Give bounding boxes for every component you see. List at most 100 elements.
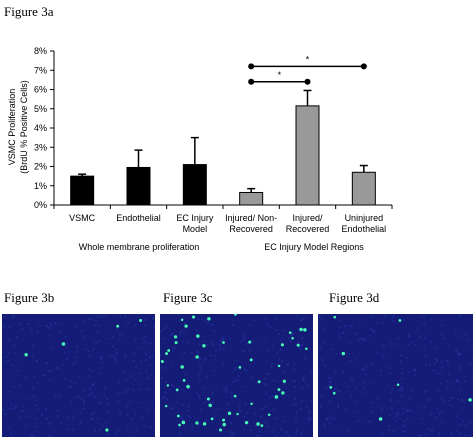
texture-speck bbox=[171, 332, 174, 335]
texture-speck bbox=[404, 430, 407, 433]
texture-speck bbox=[292, 333, 295, 336]
texture-speck bbox=[300, 344, 303, 347]
brdu-nucleus bbox=[468, 398, 472, 402]
texture-speck bbox=[400, 389, 403, 392]
texture-speck bbox=[232, 431, 235, 434]
category-label: Endothelial bbox=[116, 213, 161, 223]
brdu-nucleus bbox=[192, 315, 196, 319]
texture-speck bbox=[117, 381, 120, 384]
texture-speck bbox=[115, 348, 118, 351]
texture-speck bbox=[381, 321, 384, 324]
texture-speck bbox=[418, 434, 421, 437]
texture-speck bbox=[121, 392, 124, 395]
texture-speck bbox=[403, 425, 406, 428]
texture-speck bbox=[7, 352, 10, 355]
texture-speck bbox=[328, 377, 331, 380]
texture-speck bbox=[389, 372, 392, 375]
texture-speck bbox=[105, 422, 108, 425]
brdu-nucleus bbox=[186, 384, 190, 389]
texture-speck bbox=[187, 409, 190, 412]
texture-speck bbox=[10, 404, 13, 407]
texture-speck bbox=[45, 324, 48, 327]
texture-speck bbox=[243, 338, 246, 341]
texture-speck bbox=[469, 434, 472, 437]
texture-speck bbox=[125, 390, 128, 393]
texture-speck bbox=[422, 315, 425, 318]
texture-speck bbox=[190, 352, 193, 355]
texture-speck bbox=[28, 416, 31, 419]
texture-speck bbox=[302, 376, 305, 379]
y-tick-label: 1% bbox=[34, 181, 47, 191]
micrograph-3b bbox=[2, 314, 155, 437]
texture-speck bbox=[350, 377, 353, 380]
texture-speck bbox=[36, 330, 39, 333]
texture-speck bbox=[386, 383, 389, 386]
texture-speck bbox=[413, 369, 416, 372]
texture-speck bbox=[229, 421, 232, 424]
texture-speck bbox=[464, 434, 467, 437]
texture-speck bbox=[413, 369, 416, 372]
brdu-nucleus bbox=[180, 365, 184, 369]
texture-speck bbox=[206, 344, 209, 347]
texture-speck bbox=[124, 387, 127, 390]
texture-speck bbox=[436, 359, 439, 362]
texture-speck bbox=[88, 350, 91, 353]
texture-speck bbox=[335, 353, 338, 356]
texture-speck bbox=[4, 413, 7, 416]
texture-speck bbox=[128, 388, 131, 391]
texture-speck bbox=[142, 337, 145, 340]
texture-speck bbox=[455, 378, 458, 381]
texture-speck bbox=[117, 391, 120, 394]
texture-speck bbox=[34, 426, 37, 429]
texture-speck bbox=[57, 367, 60, 370]
texture-speck bbox=[150, 342, 153, 345]
texture-speck bbox=[225, 387, 228, 390]
texture-speck bbox=[164, 391, 167, 394]
texture-speck bbox=[233, 368, 236, 371]
texture-speck bbox=[35, 360, 38, 363]
texture-speck bbox=[232, 323, 235, 326]
texture-speck bbox=[454, 332, 457, 335]
texture-speck bbox=[379, 369, 382, 372]
texture-speck bbox=[75, 350, 78, 353]
texture-speck bbox=[239, 410, 242, 413]
texture-speck bbox=[181, 417, 184, 420]
texture-speck bbox=[339, 337, 342, 340]
texture-speck bbox=[327, 384, 330, 387]
texture-speck bbox=[339, 319, 342, 322]
texture-speck bbox=[301, 317, 304, 320]
texture-speck bbox=[184, 373, 187, 376]
y-tick-label: 0% bbox=[34, 200, 47, 210]
texture-speck bbox=[458, 365, 461, 368]
texture-speck bbox=[82, 336, 85, 339]
texture-speck bbox=[31, 435, 34, 437]
texture-speck bbox=[201, 318, 204, 321]
texture-speck bbox=[443, 400, 446, 403]
texture-speck bbox=[462, 400, 465, 403]
texture-speck bbox=[60, 323, 63, 326]
texture-speck bbox=[434, 416, 437, 419]
texture-speck bbox=[13, 385, 16, 388]
texture-speck bbox=[441, 332, 444, 335]
texture-speck bbox=[48, 434, 51, 437]
texture-speck bbox=[148, 342, 151, 345]
texture-speck bbox=[154, 432, 155, 435]
texture-speck bbox=[365, 365, 368, 368]
texture-speck bbox=[265, 317, 268, 320]
brdu-nucleus bbox=[166, 384, 170, 387]
texture-speck bbox=[236, 379, 239, 382]
texture-speck bbox=[187, 402, 190, 405]
brdu-nucleus bbox=[222, 418, 226, 422]
brdu-nucleus bbox=[181, 420, 186, 425]
texture-speck bbox=[82, 408, 85, 411]
texture-speck bbox=[90, 413, 93, 416]
category-label: Injured/ bbox=[292, 213, 323, 223]
texture-speck bbox=[161, 377, 164, 380]
texture-speck bbox=[96, 417, 99, 420]
texture-speck bbox=[288, 435, 291, 437]
texture-speck bbox=[75, 361, 78, 364]
brdu-nucleus bbox=[299, 327, 303, 332]
texture-speck bbox=[145, 376, 148, 379]
texture-speck bbox=[151, 405, 154, 408]
texture-speck bbox=[458, 353, 461, 356]
